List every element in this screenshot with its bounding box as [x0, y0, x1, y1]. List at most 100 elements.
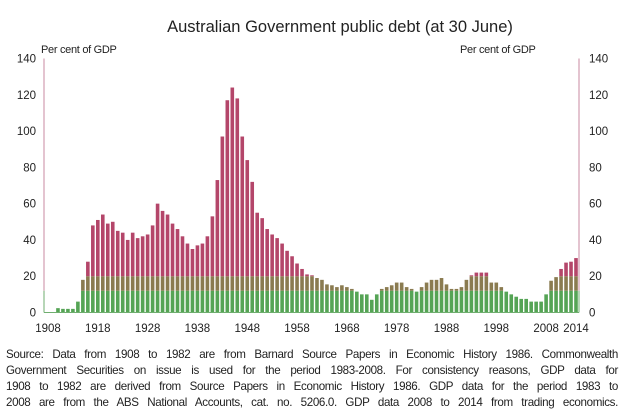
chart-title: Australian Government public debt (at 30… [167, 18, 513, 36]
bar-1988 [444, 284, 449, 313]
bar-segment [195, 245, 200, 277]
bar-1921 [110, 221, 115, 313]
bar-1913 [71, 308, 75, 313]
bar-segment [459, 290, 464, 313]
y-axis-label-left: Per cent of GDP [41, 44, 117, 56]
bar-segment [429, 279, 434, 291]
bar-1997 [489, 282, 494, 313]
bar-segment [569, 276, 573, 291]
x-tick-label: 1918 [85, 323, 111, 335]
bar-segment [180, 276, 185, 291]
bar-segment [305, 290, 309, 313]
bar-segment [225, 290, 230, 313]
bar-segment [384, 287, 389, 291]
bar-1954 [275, 238, 279, 313]
bar-segment [554, 277, 558, 291]
bar-segment [125, 239, 130, 277]
y-tick-label-left: 40 [23, 235, 36, 247]
bar-segment [185, 290, 190, 313]
bar-segment [300, 268, 304, 277]
bar-segment [160, 290, 165, 313]
bar-segment [180, 290, 185, 313]
bar-segment [170, 290, 175, 313]
axes: 0 0 20 20 40 40 60 60 80 80 100 100 120 120 140 140 1908… [17, 54, 608, 336]
bar-1962 [315, 278, 319, 313]
bar-segment [86, 290, 90, 313]
bar-segment [484, 276, 489, 291]
bar-segment [56, 308, 60, 313]
bar-1935 [180, 236, 185, 313]
bar-1914 [76, 301, 80, 313]
bar-segment [464, 290, 469, 313]
bar-1969 [350, 288, 354, 313]
y-tick-label-right: 0 [589, 308, 595, 320]
bar-segment [474, 272, 479, 277]
bar-segment [484, 290, 489, 313]
bar-segment [340, 290, 344, 313]
bar-segment [509, 294, 514, 313]
bar-segment [295, 290, 299, 313]
bar-segment [474, 290, 479, 313]
bar-segment [409, 290, 414, 313]
bar-2011 [559, 268, 563, 313]
bar-segment [290, 290, 294, 313]
bar-segment [285, 250, 289, 277]
bar-segment [235, 290, 240, 313]
bar-segment [225, 100, 230, 277]
bar-1937 [190, 249, 195, 313]
bar-1919 [100, 214, 105, 313]
bar-segment [429, 290, 434, 313]
bar-segment [399, 290, 404, 313]
x-tick-label: 1998 [484, 323, 510, 335]
bar-1917 [91, 225, 95, 313]
bar-segment [434, 290, 439, 313]
bar-segment [345, 287, 349, 291]
source-line: Source: Data from 1908 to 1982 are from … [6, 348, 618, 361]
bar-segment [559, 268, 563, 277]
bar-segment [315, 290, 319, 313]
bar-1933 [170, 223, 175, 313]
bar-segment [165, 290, 170, 313]
bar-segment [210, 276, 215, 291]
bar-segment [494, 290, 499, 313]
bar-segment [379, 290, 384, 313]
bar-segment [310, 276, 314, 291]
bar-segment [419, 287, 424, 291]
bar-segment [120, 232, 125, 277]
x-tick-label: 2014 [563, 323, 589, 335]
bar-segment [569, 261, 573, 277]
bar-segment [185, 276, 190, 291]
bar-segment [559, 276, 563, 291]
bar-1989 [449, 288, 454, 313]
y-axis-label-right: Per cent of GDP [460, 44, 536, 56]
bar-segment [345, 290, 349, 313]
bar-1996 [484, 272, 489, 313]
bar-segment [574, 276, 578, 291]
bar-segment [350, 288, 354, 291]
bar-segment [145, 276, 150, 291]
bar-segment [61, 308, 65, 313]
bar-segment [155, 203, 160, 277]
bar-1922 [115, 230, 120, 313]
bar-1925 [130, 232, 135, 313]
bar-1929 [150, 225, 155, 313]
bar-segment [250, 290, 255, 313]
bar-segment [539, 301, 543, 313]
bar-1923 [120, 232, 125, 313]
bar-segment [86, 261, 90, 277]
bar-segment [394, 290, 399, 313]
bar-1934 [175, 229, 180, 313]
bar-segment [115, 230, 120, 277]
source-line: 1908 to 1982 are derived from Source Pap… [6, 380, 618, 393]
bar-segment [100, 214, 105, 277]
source-line: 2008 are from the ABS National Accounts,… [6, 396, 618, 409]
bar-2006 [534, 301, 538, 313]
bar-segment [110, 290, 115, 313]
x-tick-label: 2008 [533, 323, 559, 335]
bar-2013 [569, 261, 573, 313]
bar-segment [160, 210, 165, 277]
bar-segment [190, 290, 195, 313]
bar-segment [205, 236, 210, 277]
bar-segment [474, 276, 479, 291]
y-tick-label-right: 120 [589, 90, 608, 102]
